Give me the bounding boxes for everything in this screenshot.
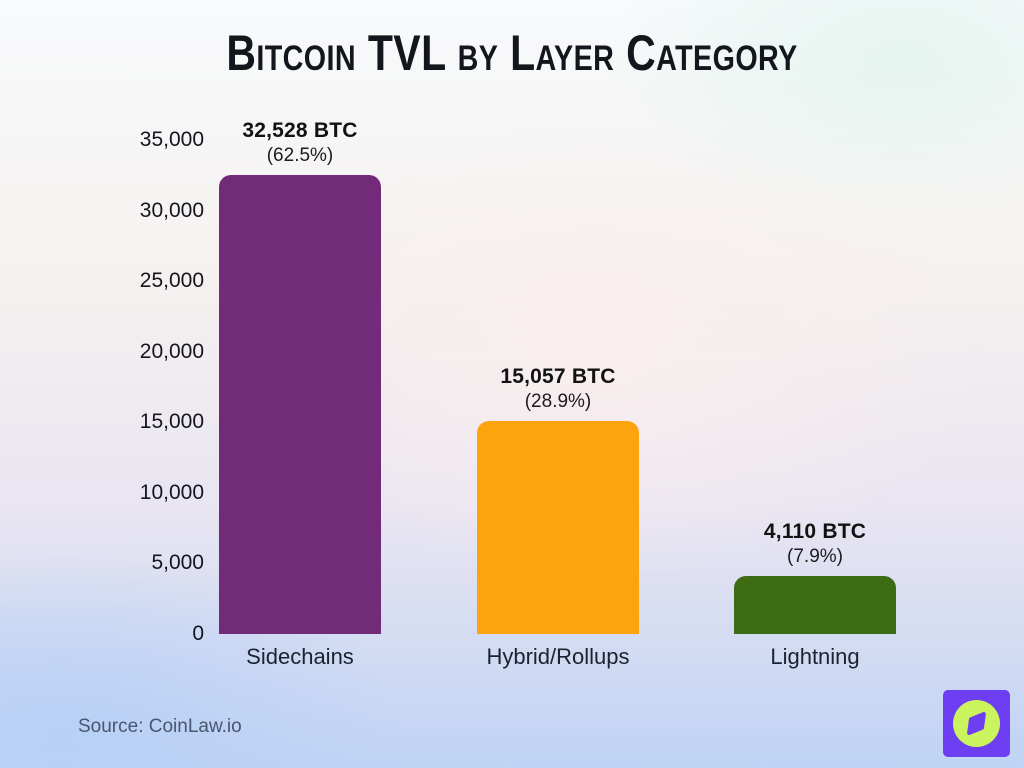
bar-value-label: 15,057 BTC (28.9%) (438, 364, 678, 414)
y-axis-tick-label: 5,000 (151, 551, 204, 575)
bar-percent-text: (62.5%) (266, 144, 334, 166)
y-axis-tick-label: 20,000 (139, 339, 204, 363)
bar-sidechains (219, 174, 381, 634)
bar-lightning (734, 575, 896, 634)
y-axis-tick-label: 10,000 (139, 480, 204, 504)
bar-value-text: 4,110 BTC (763, 519, 867, 543)
y-axis-tick-label: 35,000 (139, 128, 204, 151)
chart-title: Bitcoin TVL by Layer Category (226, 25, 798, 81)
bar-percent-text: (28.9%) (524, 391, 592, 413)
x-axis-category-label: Lightning (770, 644, 860, 669)
source-credit: Source: CoinLaw.io (78, 716, 242, 737)
bar-value-text: 15,057 BTC (500, 365, 616, 389)
logo-compass-needle-icon (967, 712, 986, 735)
bar-percent-text: (7.9%) (787, 545, 843, 567)
x-axis-category-label: Sidechains (246, 644, 354, 669)
y-axis-tick-label: 30,000 (139, 198, 204, 222)
y-axis-tick-label: 15,000 (139, 410, 204, 434)
y-axis-tick-label: 0 (192, 622, 204, 645)
coinlaw-compass-logo (943, 690, 1010, 757)
bar-value-label: 4,110 BTC (7.9%) (695, 519, 935, 569)
bar-hybrid-rollups (477, 421, 639, 634)
bar-value-label: 32,528 BTC (62.5%) (180, 118, 420, 168)
x-axis-category-label: Hybrid/Rollups (486, 644, 630, 669)
y-axis-tick-label: 25,000 (139, 269, 204, 293)
bar-value-text: 32,528 BTC (242, 118, 358, 142)
